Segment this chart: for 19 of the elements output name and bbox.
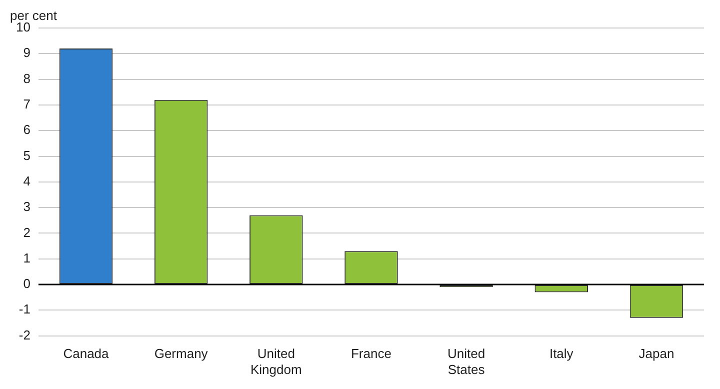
y-tick-label: 6 bbox=[23, 122, 30, 138]
x-tick-label: United States bbox=[448, 346, 486, 377]
y-tick-label: 9 bbox=[23, 45, 30, 60]
x-tick-label: Canada bbox=[63, 346, 110, 362]
y-tick-label: 4 bbox=[23, 173, 30, 188]
y-tick-label: 5 bbox=[23, 148, 30, 163]
y-tick-label: -2 bbox=[18, 327, 30, 342]
y-tick-label: 2 bbox=[23, 224, 30, 240]
y-tick-label: 1 bbox=[23, 250, 30, 266]
y-tick-label: -1 bbox=[18, 302, 30, 317]
x-tick-label: Germany bbox=[154, 346, 208, 362]
y-tick-label: 3 bbox=[23, 199, 30, 214]
x-tick-label: United Kingdom bbox=[250, 346, 302, 377]
y-tick-label: 8 bbox=[23, 70, 30, 86]
x-tick-label: Japan bbox=[638, 346, 674, 362]
y-tick-label: 0 bbox=[23, 276, 30, 292]
y-tick-label: 7 bbox=[23, 96, 30, 112]
x-tick-label: France bbox=[350, 346, 392, 362]
x-tick-label: Italy bbox=[549, 346, 574, 362]
